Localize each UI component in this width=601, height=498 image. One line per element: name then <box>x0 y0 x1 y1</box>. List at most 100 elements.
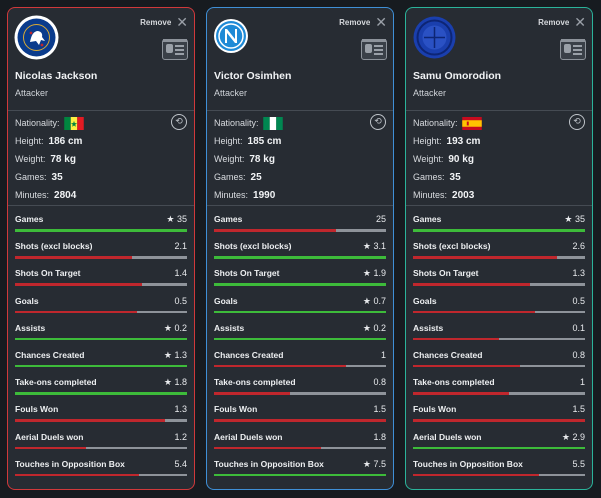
stat-bar-fill <box>15 392 187 395</box>
swap-player-icon[interactable]: ⟲ <box>171 114 187 130</box>
close-icon: ✕ <box>176 14 188 30</box>
weight-value: 78 kg <box>249 153 275 165</box>
stat-bar-fill <box>413 310 536 314</box>
height-label: Height: <box>413 136 442 146</box>
games-label: Games: <box>214 172 246 182</box>
id-card-icon[interactable] <box>162 39 188 60</box>
player-card-header: Remove ✕ Victor Osimhen Attacker <box>207 8 393 109</box>
stat-row: Shots On Target ★ 1.9 <box>207 261 393 288</box>
id-card-icon[interactable] <box>361 39 387 60</box>
height-value: 185 cm <box>247 135 282 147</box>
player-name: Victor Osimhen <box>214 70 292 82</box>
divider <box>207 205 393 206</box>
divider <box>406 110 592 111</box>
remove-button[interactable]: Remove ✕ <box>339 15 387 29</box>
stat-bar-fill <box>413 283 530 286</box>
nationality-row: Nationality: <box>413 114 585 132</box>
stat-row: Take-ons completed 1 <box>406 370 592 397</box>
id-card-icon[interactable] <box>560 39 586 60</box>
stat-bar-fill <box>413 392 510 395</box>
nigeria-flag-icon <box>262 116 283 130</box>
stat-bar-fill <box>15 283 143 286</box>
stat-value: 0.8 <box>373 377 386 388</box>
stat-label: Touches in Opposition Box <box>15 458 125 469</box>
stat-label: Shots (excl blocks) <box>214 241 292 252</box>
weight-value: 90 kg <box>448 153 474 165</box>
stats-list: Games ★ 35 Shots (excl blocks) 2.1 Shots On … <box>8 207 194 479</box>
divider <box>406 205 592 206</box>
player-position: Attacker <box>413 88 447 98</box>
stat-bar-track <box>15 337 187 341</box>
games-row: Games: 25 <box>214 168 386 186</box>
stat-row: Assists 0.1 <box>406 316 592 343</box>
remove-button[interactable]: Remove ✕ <box>538 15 586 29</box>
stat-row: Fouls Won 1.5 <box>207 397 393 424</box>
weight-row: Weight: 78 kg <box>214 150 386 168</box>
stat-bar-fill <box>413 419 585 422</box>
stat-row: Shots (excl blocks) 2.1 <box>8 234 194 261</box>
stat-row: Shots (excl blocks) 2.6 <box>406 234 592 261</box>
stat-value: 0.5 <box>174 295 187 306</box>
player-card: Remove ✕ Samu Omorodion Attacker National… <box>405 7 593 490</box>
remove-button[interactable]: Remove ✕ <box>140 14 188 30</box>
player-info: Nationality: Height: 186 cm Weight: 78 kg … <box>15 114 187 204</box>
stat-value: 1 <box>579 377 585 388</box>
weight-row: Weight: 78 kg <box>15 150 187 168</box>
stat-bar-track <box>413 310 585 314</box>
stat-value: 25 <box>375 214 386 224</box>
height-label: Height: <box>15 136 44 146</box>
stat-bar-track <box>413 446 585 449</box>
games-value: 25 <box>250 171 262 183</box>
nationality-row: Nationality: <box>214 114 386 132</box>
swap-player-icon[interactable]: ⟲ <box>370 114 386 130</box>
stat-value: 5.4 <box>174 458 187 469</box>
player-card-header: Remove ✕ Nicolas Jackson Attacker <box>8 8 194 109</box>
height-row: Height: 185 cm <box>214 132 386 150</box>
stat-value: 0.8 <box>572 349 585 360</box>
weight-value: 78 kg <box>50 153 76 165</box>
stat-bar-track <box>214 337 386 341</box>
stat-label: Shots (excl blocks) <box>413 241 491 252</box>
senegal-flag-icon <box>63 116 84 130</box>
stat-label: Fouls Won <box>214 404 258 415</box>
stat-label: Assists <box>413 322 444 333</box>
stat-label: Take-ons completed <box>214 377 296 388</box>
stat-bar-track <box>214 419 386 422</box>
stat-value: 1.5 <box>572 404 585 415</box>
stat-bar-fill <box>214 283 386 286</box>
stat-bar-fill <box>214 256 386 259</box>
stat-row: Take-ons completed 0.8 <box>207 370 393 397</box>
stat-bar-track <box>413 473 585 477</box>
stat-label: Goals <box>214 295 238 306</box>
remove-label: Remove <box>140 17 172 27</box>
stat-value: 0.5 <box>572 295 585 306</box>
stat-bar-track <box>15 310 187 314</box>
stat-bar-fill <box>15 310 138 314</box>
stat-label: Aerial Duels won <box>15 431 84 442</box>
stat-row: Take-ons completed ★ 1.8 <box>8 370 194 397</box>
stat-label: Shots (excl blocks) <box>15 241 93 252</box>
stat-bar-fill <box>214 473 386 477</box>
stat-value: 1.3 <box>572 268 585 279</box>
stat-value: ★ 0.2 <box>163 322 187 333</box>
stat-bar-fill <box>413 337 499 341</box>
player-card: Remove ✕ Nicolas Jackson Attacker Nationa… <box>7 7 195 490</box>
swap-player-icon[interactable]: ⟲ <box>569 114 585 130</box>
weight-row: Weight: 90 kg <box>413 150 585 168</box>
height-value: 186 cm <box>48 135 83 147</box>
stat-bar-track <box>214 446 386 449</box>
stat-bar-track <box>15 229 187 232</box>
stat-bar-track <box>413 256 585 259</box>
stat-row: Touches in Opposition Box 5.5 <box>406 452 592 479</box>
chelsea-crest-icon <box>14 15 59 60</box>
stat-bar-fill <box>15 256 132 259</box>
stat-bar-fill <box>15 419 165 422</box>
player-name: Samu Omorodion <box>413 70 502 82</box>
minutes-label: Minutes: <box>214 190 249 200</box>
stat-value: ★ 0.7 <box>362 295 386 306</box>
stat-bar-track <box>214 310 386 314</box>
stat-bar-track <box>15 256 187 259</box>
stat-label: Touches in Opposition Box <box>214 458 324 469</box>
minutes-row: Minutes: 1990 <box>214 186 386 204</box>
player-card-header: Remove ✕ Samu Omorodion Attacker <box>406 8 592 109</box>
